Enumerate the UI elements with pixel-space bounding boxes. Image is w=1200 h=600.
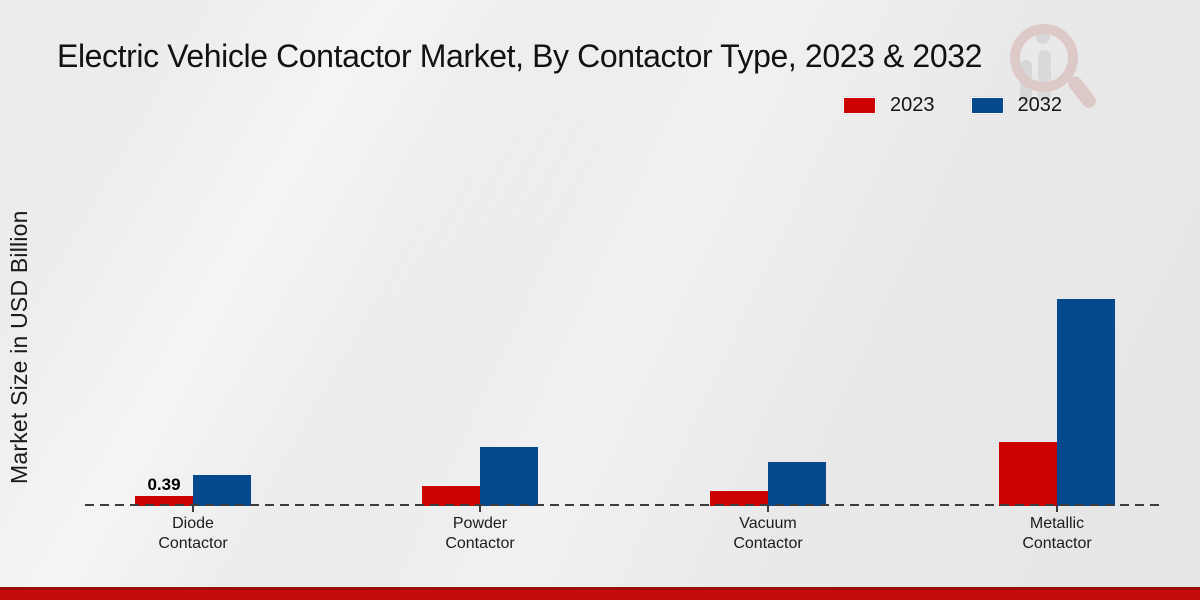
legend-label-2023: 2023 <box>890 94 935 116</box>
watermark-magnifier-logo <box>1008 20 1118 120</box>
legend-item-2032: 2032 <box>970 94 1063 117</box>
bar-2032-powder-contactor <box>480 447 538 506</box>
footer-strip <box>0 587 1200 600</box>
x-axis-tick <box>767 506 769 512</box>
bar-2023-vacuum-contactor <box>710 491 768 506</box>
x-axis-baseline <box>85 504 1163 506</box>
x-category-label: Powder Contactor <box>445 515 515 553</box>
x-category-label: Diode Contactor <box>158 515 228 553</box>
x-category-label: Metallic Contactor <box>1022 515 1092 553</box>
x-axis-tick <box>1056 506 1058 512</box>
x-category-label: Vacuum Contactor <box>733 515 803 553</box>
legend-item-2023: 2023 <box>843 94 935 117</box>
bar-2023-metallic-contactor <box>999 442 1057 506</box>
y-axis-label: Market Size in USD Billion <box>6 210 32 485</box>
legend-label-2032: 2032 <box>1017 94 1063 116</box>
legend-swatch-2032-icon <box>970 97 1004 114</box>
chart-title: Electric Vehicle Contactor Market, By Co… <box>57 38 983 74</box>
x-axis-tick <box>479 506 481 512</box>
legend: 2023 2032 <box>843 94 1062 117</box>
magnifier-ring-icon <box>1010 24 1078 92</box>
bar-value-label: 0.39 <box>147 475 181 494</box>
bar-2032-diode-contactor <box>193 475 251 506</box>
bar-2032-metallic-contactor <box>1057 299 1115 506</box>
x-axis-tick <box>192 506 194 512</box>
legend-swatch-2023-icon <box>843 97 876 114</box>
bar-2023-diode-contactor <box>135 496 193 506</box>
bar-2023-powder-contactor <box>422 486 480 506</box>
bar-2032-vacuum-contactor <box>768 462 826 506</box>
